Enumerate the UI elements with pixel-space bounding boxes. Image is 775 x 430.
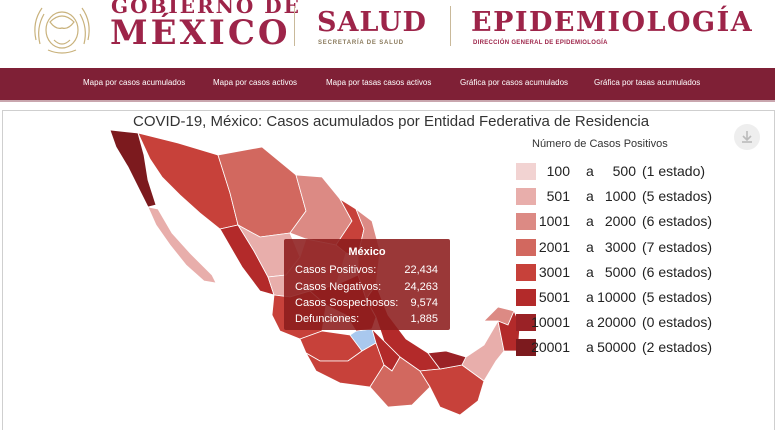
legend-item[interactable]: 20001 a 50000 (2 estados)	[516, 338, 726, 358]
legend-max: 50000	[597, 339, 636, 356]
state-baja-california[interactable]	[109, 129, 157, 208]
tooltip-label-positivos: Casos Positivos:	[295, 264, 377, 276]
map-title: COVID-19, México: Casos acumulados por E…	[133, 113, 650, 130]
legend-sep: a	[586, 213, 594, 230]
legend-min: 5001	[538, 289, 570, 305]
legend-max: 1000	[604, 188, 636, 205]
tooltip-label-sospechosos: Casos Sospechosos:	[295, 297, 399, 309]
tooltip-label-negativos: Casos Negativos:	[295, 281, 382, 293]
state-campeche[interactable]	[461, 319, 505, 382]
tooltip-label-defunciones: Defunciones:	[295, 313, 360, 325]
salud-subtitle: SECRETARÍA DE SALUD	[318, 40, 404, 46]
legend-count: (0 estados)	[642, 314, 713, 331]
legend-sep: a	[586, 339, 594, 356]
tooltip-value-positivos: 22,434	[404, 264, 438, 276]
legend-max: 5000	[604, 263, 636, 280]
legend-sep: a	[586, 163, 594, 179]
tooltip-value-sospechosos: 9,574	[410, 297, 438, 309]
nav-mapa-casos-activos[interactable]: Mapa por casos activos	[213, 78, 298, 87]
legend-min: 100	[546, 163, 570, 179]
legend-item[interactable]: 5001 a 10000 (5 estados)	[516, 288, 726, 308]
legend-item[interactable]: 501 a 1000 (5 estados)	[516, 187, 726, 207]
legend-swatch	[516, 238, 536, 256]
salud-title: SALUD	[317, 7, 427, 38]
legend-max: 20000	[597, 314, 636, 331]
nav-mapa-tasas-casos-activos[interactable]: Mapa por tasas casos activos	[326, 78, 432, 87]
nav-grafica-casos-acumulados[interactable]: Gráfica por casos acumulados	[460, 78, 569, 87]
legend-swatch	[516, 289, 536, 306]
legend-title: Número de Casos Positivos	[532, 138, 668, 150]
download-button[interactable]	[734, 124, 760, 150]
legend-swatch	[516, 314, 536, 332]
legend-count: (5 estados)	[642, 188, 713, 205]
legend-sep: a	[586, 289, 594, 305]
gobierno-line2: MÉXICO	[110, 13, 291, 53]
nav-mapa-casos-acumulados[interactable]: Mapa por casos acumulados	[83, 78, 186, 87]
legend-max: 2000	[604, 213, 636, 230]
legend-swatch	[516, 188, 536, 206]
legend-count: (1 estado)	[642, 163, 706, 179]
main-nav: Mapa por casos acumulados Mapa por casos…	[0, 68, 775, 102]
download-icon	[742, 131, 752, 143]
legend-max: 500	[612, 163, 636, 179]
tooltip-value-defunciones: 1,885	[410, 313, 438, 325]
site-header: GOBIERNO DE MÉXICO SALUD SECRETARÍA DE S…	[0, 0, 775, 68]
header-divider	[450, 6, 451, 46]
legend-min: 10001	[531, 314, 570, 331]
legend-swatch	[516, 163, 536, 180]
legend-sep: a	[586, 263, 594, 280]
legend-item[interactable]: 10001 a 20000 (0 estados)	[516, 313, 726, 333]
legend-min: 3001	[538, 263, 570, 280]
legend-min: 501	[546, 188, 570, 205]
state-tooltip: México Casos Positivos: 22,434 Casos Neg…	[284, 239, 450, 330]
legend-sep: a	[586, 188, 594, 205]
legend-count: (6 estados)	[642, 263, 713, 280]
nav-grafica-tasas-acumulados[interactable]: Gráfica por tasas acumulados	[594, 78, 701, 87]
legend-swatch	[516, 263, 536, 281]
legend-min: 20001	[531, 339, 570, 356]
epidemiologia-subtitle: DIRECCIÓN GENERAL DE EPIDEMIOLOGÍA	[473, 40, 608, 46]
national-seal-logo	[34, 7, 90, 54]
gobierno-line1: GOBIERNO DE	[111, 0, 301, 18]
legend-min: 1001	[538, 213, 570, 230]
legend-count: (6 estados)	[642, 213, 713, 230]
legend-min: 2001	[538, 238, 570, 255]
legend-item[interactable]: 100 a 500 (1 estado)	[516, 162, 726, 182]
legend-item[interactable]: 2001 a 3000 (7 estados)	[516, 238, 726, 258]
legend-sep: a	[586, 314, 594, 331]
state-baja-california-sur[interactable]	[147, 206, 217, 284]
legend-max: 3000	[604, 238, 636, 255]
legend-sep: a	[586, 238, 594, 255]
legend-max: 10000	[597, 289, 636, 305]
header-divider	[294, 6, 295, 46]
epidemiologia-title: EPIDEMIOLOGÍA	[471, 7, 754, 38]
legend-count: (7 estados)	[642, 238, 713, 255]
tooltip-title: México	[348, 246, 386, 258]
tooltip-value-negativos: 24,263	[404, 281, 438, 293]
legend-count: (2 estados)	[642, 339, 713, 356]
legend-swatch	[516, 213, 536, 231]
legend-item[interactable]: 1001 a 2000 (6 estados)	[516, 212, 726, 232]
legend-swatch	[516, 339, 536, 357]
legend-item[interactable]: 3001 a 5000 (6 estados)	[516, 263, 726, 283]
legend-count: (5 estados)	[642, 289, 713, 305]
